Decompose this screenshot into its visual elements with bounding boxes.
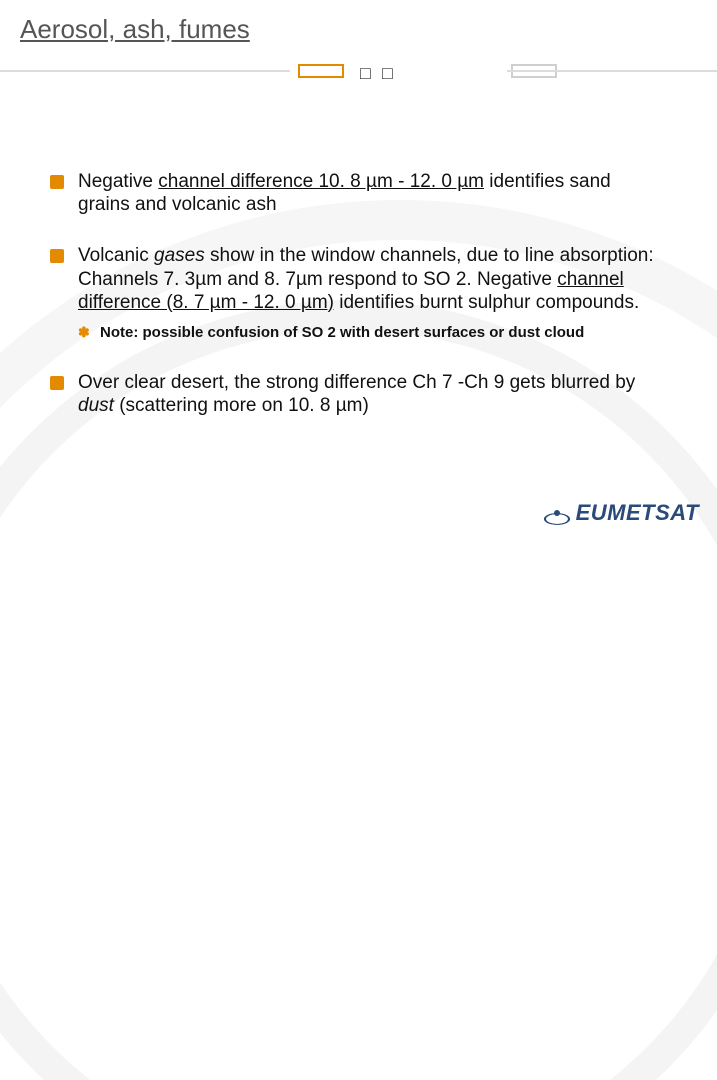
bullet-level-2: Note: possible confusion of SO 2 with de… <box>50 324 660 343</box>
bullet-level-1: Over clear desert, the strong difference… <box>50 371 660 417</box>
text-run: channel difference 10. 8 µm - 12. 0 µm <box>158 171 484 192</box>
text-run: Over clear desert, the strong difference… <box>78 372 635 393</box>
bullet-level-1: Volcanic gases show in the window channe… <box>50 244 660 314</box>
eumetsat-logo: EUMETSAT <box>544 500 699 526</box>
eumetsat-logo-icon <box>544 500 570 526</box>
text-run: Volcanic <box>78 245 154 266</box>
text-run: identifies burnt sulphur compounds. <box>334 292 639 313</box>
text-run: Note: possible confusion of SO 2 with de… <box>100 324 584 341</box>
bullet-level-1: Negative channel difference 10. 8 µm - 1… <box>50 170 660 216</box>
slide-title: Aerosol, ash, fumes <box>20 14 250 45</box>
text-run: (scattering more on 10. 8 µm) <box>114 395 369 416</box>
eumetsat-logo-text: EUMETSAT <box>576 500 699 526</box>
text-run: Negative <box>78 171 158 192</box>
content-area: Negative channel difference 10. 8 µm - 1… <box>50 170 660 445</box>
decorative-divider: □ □ <box>0 64 717 88</box>
text-run: gases <box>154 245 205 266</box>
text-run: dust <box>78 395 114 416</box>
